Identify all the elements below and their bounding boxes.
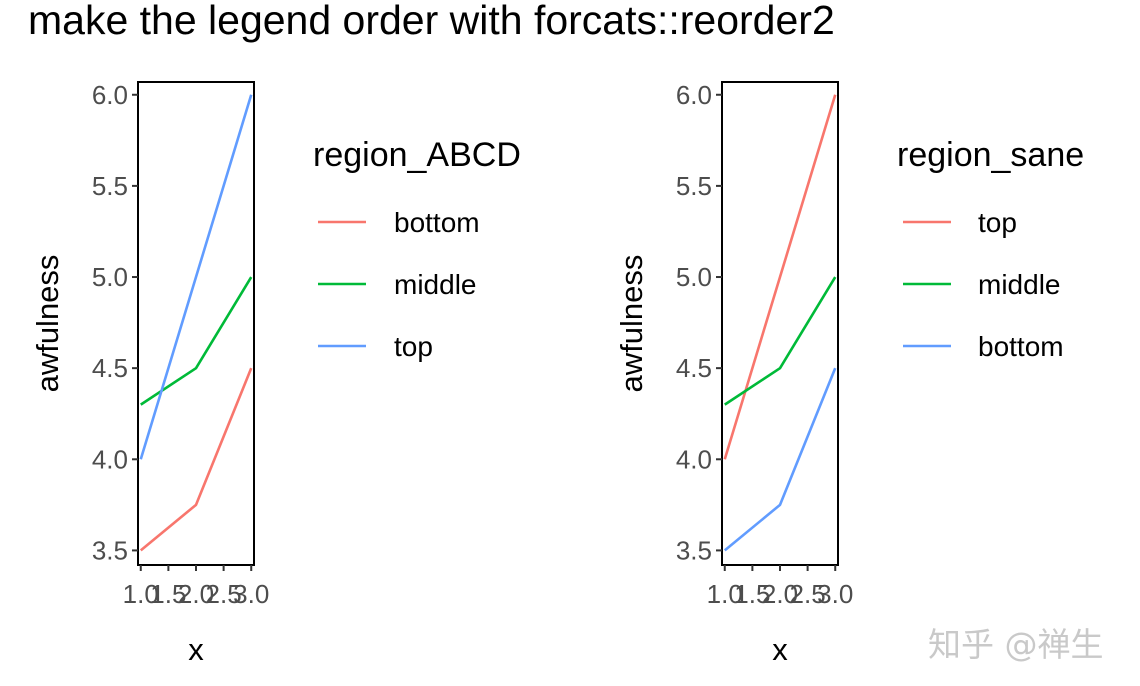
legend-title: region_sane (897, 136, 1084, 174)
y-tick-label: 6.0 (92, 80, 128, 110)
y-axis-label: awfulness (614, 255, 649, 393)
x-tick-label: 3.0 (817, 579, 853, 609)
y-tick-label: 6.0 (676, 80, 712, 110)
series-line-bottom (139, 367, 253, 552)
legend-label-middle: middle (978, 269, 1060, 300)
y-tick-label: 5.0 (676, 262, 712, 292)
y-tick-label: 5.0 (92, 262, 128, 292)
series-line-middle (724, 276, 837, 406)
y-tick-label: 3.5 (92, 535, 128, 565)
y-tick-label: 5.5 (92, 171, 128, 201)
legend-title: region_ABCD (313, 136, 521, 174)
chart-title: make the legend order with forcats::reor… (28, 0, 835, 43)
chart-panel-1: 3.5 4.0 4.5 5.0 5.5 6.0 1.01.52.02.53.0 x awfuln… (30, 80, 521, 667)
panel-border (137, 81, 255, 566)
series-line-top (139, 94, 253, 460)
y-tick-label: 4.0 (676, 444, 712, 474)
series-line-top (723, 94, 837, 460)
x-axis-label: x (188, 632, 204, 667)
legend-label-top: top (394, 331, 433, 362)
legend-label-middle: middle (394, 269, 476, 300)
chart-panel-2: 3.5 4.0 4.5 5.0 5.5 6.0 1.01.52.02.53.0 x awfuln… (614, 80, 1084, 667)
y-tick-label: 4.5 (92, 353, 128, 383)
series-line-bottom (723, 367, 837, 552)
legend-label-bottom: bottom (978, 331, 1064, 362)
y-axis-label: awfulness (30, 255, 65, 393)
x-tick-label: 2.5 (790, 579, 826, 609)
legend-label-top: top (978, 207, 1017, 238)
y-tick-label: 4.0 (92, 444, 128, 474)
y-tick-label: 5.5 (676, 171, 712, 201)
x-tick-label: 1.0 (123, 579, 159, 609)
x-tick-label: 2.0 (762, 579, 798, 609)
x-axis-label: x (772, 632, 788, 667)
watermark: 知乎 @禅生 (928, 625, 1104, 664)
x-tick-label: 2.0 (178, 579, 214, 609)
x-tick-label: 1.0 (707, 579, 743, 609)
panel-border (721, 81, 839, 566)
series-line-middle (140, 276, 253, 406)
x-tick-label: 1.5 (150, 579, 186, 609)
y-tick-label: 4.5 (676, 353, 712, 383)
x-tick-label: 3.0 (233, 579, 269, 609)
legend-label-bottom: bottom (394, 207, 480, 238)
x-tick-label: 2.5 (206, 579, 242, 609)
y-tick-label: 3.5 (676, 535, 712, 565)
x-tick-label: 1.5 (734, 579, 770, 609)
